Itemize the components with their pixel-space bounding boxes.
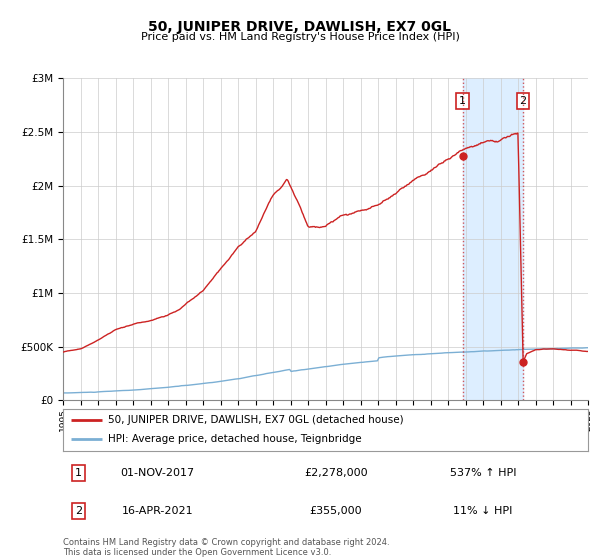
- Text: Contains HM Land Registry data © Crown copyright and database right 2024.
This d: Contains HM Land Registry data © Crown c…: [63, 538, 389, 557]
- Bar: [463, 78, 523, 400]
- Text: 2: 2: [75, 506, 82, 516]
- Text: 50, JUNIPER DRIVE, DAWLISH, EX7 0GL (detached house): 50, JUNIPER DRIVE, DAWLISH, EX7 0GL (det…: [107, 415, 403, 425]
- Text: 50, JUNIPER DRIVE, DAWLISH, EX7 0GL: 50, JUNIPER DRIVE, DAWLISH, EX7 0GL: [149, 20, 452, 34]
- Text: 16-APR-2021: 16-APR-2021: [122, 506, 193, 516]
- Text: 1: 1: [459, 96, 466, 106]
- Text: Price paid vs. HM Land Registry's House Price Index (HPI): Price paid vs. HM Land Registry's House …: [140, 32, 460, 43]
- Text: 11% ↓ HPI: 11% ↓ HPI: [454, 506, 512, 516]
- Text: £2,278,000: £2,278,000: [304, 468, 368, 478]
- Text: 2: 2: [520, 96, 527, 106]
- Text: 537% ↑ HPI: 537% ↑ HPI: [450, 468, 516, 478]
- Text: 1: 1: [75, 468, 82, 478]
- Text: 01-NOV-2017: 01-NOV-2017: [121, 468, 194, 478]
- Text: £355,000: £355,000: [310, 506, 362, 516]
- Text: HPI: Average price, detached house, Teignbridge: HPI: Average price, detached house, Teig…: [107, 435, 361, 445]
